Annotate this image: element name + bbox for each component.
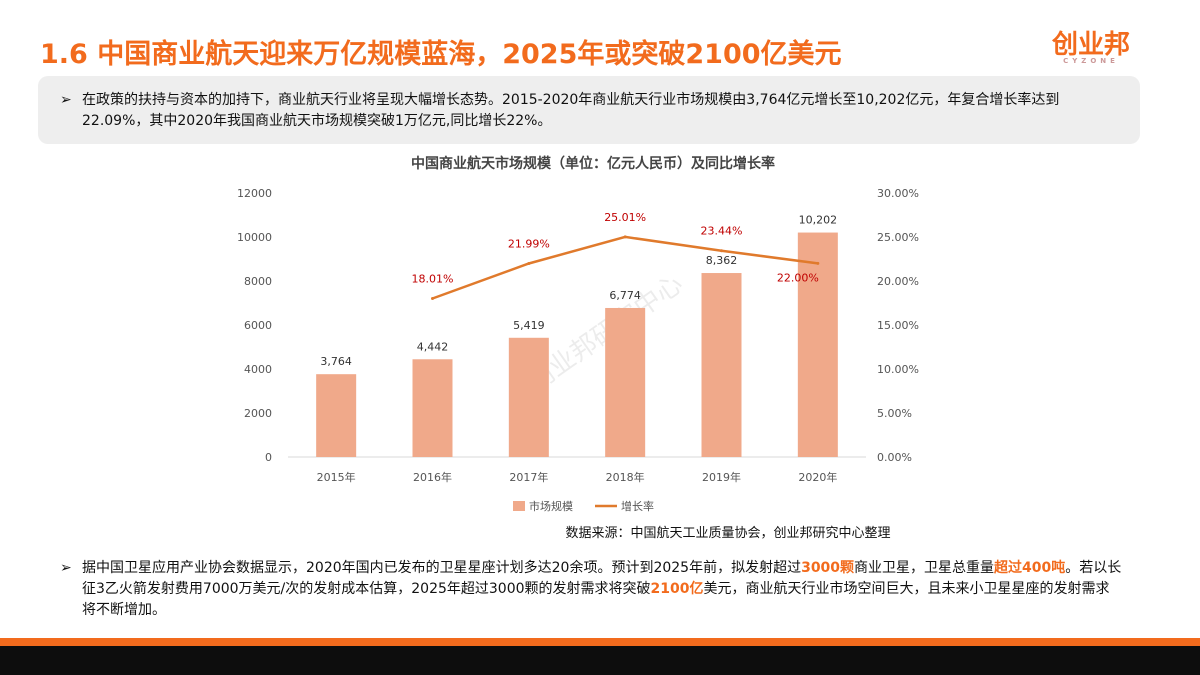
line-label: 22.00% [777, 271, 819, 284]
y-right-tick: 15.00% [877, 319, 919, 332]
y-right-tick: 30.00% [877, 187, 919, 200]
y-right-tick: 5.00% [877, 407, 912, 420]
chart: 中国商业航天市场规模（单位：亿元人民币）及同比增长率 创业邦研究中心 02000… [237, 155, 919, 541]
arrow-right-icon: ➢ [60, 92, 72, 108]
line-point [431, 297, 434, 301]
bar-label: 3,764 [320, 355, 352, 368]
bar-label: 10,202 [799, 214, 838, 227]
bar [508, 337, 549, 457]
y-right-tick: 0.00% [877, 451, 912, 464]
y-right-tick: 25.00% [877, 231, 919, 244]
y-left-tick: 10000 [237, 231, 272, 244]
bar-label: 4,442 [417, 340, 449, 353]
intro-box [38, 76, 1140, 144]
bar-label: 8,362 [706, 254, 738, 267]
y-left-tick: 4000 [244, 363, 272, 376]
line-point [816, 261, 820, 265]
cyzone-logo: 创业邦 CYZONE [1052, 30, 1131, 65]
line-label: 21.99% [508, 237, 550, 250]
y-right-tick: 10.00% [877, 363, 919, 376]
chart-title: 中国商业航天市场规模（单位：亿元人民币）及同比增长率 [411, 155, 775, 172]
x-tick: 2015年 [317, 470, 356, 484]
y-left-tick: 8000 [244, 275, 272, 288]
bar [701, 273, 742, 457]
line-point [527, 261, 531, 265]
line-point [623, 235, 627, 239]
line-label: 18.01% [412, 273, 454, 286]
arrow-right-icon: ➢ [60, 560, 72, 576]
intro-text: ➢ 在政策的扶持与资本的加持下，商业航天行业将呈现大幅增长态势。2015-2020… [60, 92, 1060, 129]
y-left-tick: 0 [265, 451, 272, 464]
y-left-tick: 2000 [244, 407, 272, 420]
bar-label: 5,419 [513, 319, 545, 332]
slide-title: 1.6 中国商业航天迎来万亿规模蓝海，2025年或突破2100亿美元 [40, 39, 842, 70]
y-left-tick: 6000 [244, 319, 272, 332]
x-tick: 2020年 [798, 470, 837, 484]
line-label: 25.01% [604, 211, 646, 224]
bar [316, 374, 357, 457]
source-text: 数据来源：中国航天工业质量协会，创业邦研究中心整理 [565, 525, 890, 541]
y-right-tick: 20.00% [877, 275, 919, 288]
y-left-tick: 12000 [237, 187, 272, 200]
line-point [720, 249, 723, 253]
x-tick: 2016年 [413, 470, 452, 484]
x-tick: 2017年 [509, 470, 548, 484]
x-tick: 2019年 [702, 470, 741, 484]
bar-label: 6,774 [609, 289, 641, 302]
bar [412, 359, 453, 457]
legend-line-label: 增长率 [621, 499, 654, 513]
footer-bar [0, 638, 1200, 675]
x-tick: 2018年 [606, 470, 645, 484]
bar [797, 232, 838, 457]
legend-bar-label: 市场规模 [529, 499, 573, 513]
legend-bar-swatch [513, 501, 525, 511]
line-label: 23.44% [701, 225, 743, 238]
bar [605, 307, 646, 457]
conclusion-text: ➢ 据中国卫星应用产业协会数据显示，2020年国内已发布的卫星星座计划多达20余项… [60, 560, 1122, 618]
